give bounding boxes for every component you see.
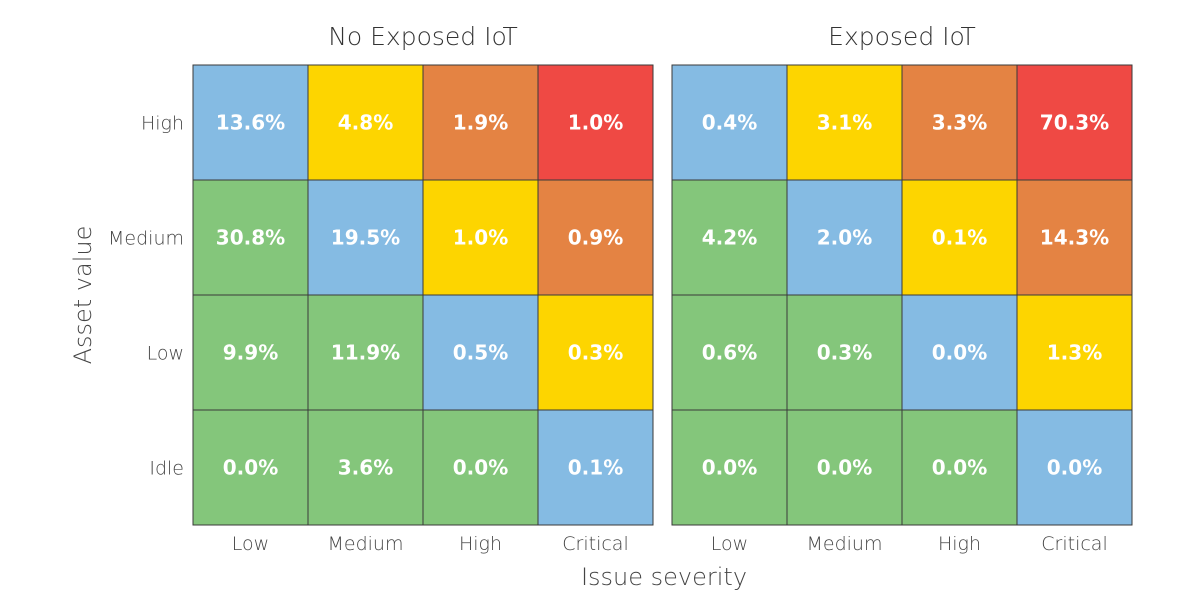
heatmap-cell — [307, 179, 424, 296]
cell-value-label: 0.1% — [932, 226, 987, 250]
heatmap-cell — [1016, 294, 1133, 411]
heatmap-cell — [537, 409, 654, 526]
cell-value-label: 2.0% — [817, 226, 872, 250]
cell-value-label: 0.0% — [223, 456, 278, 480]
x-tick-label: High — [459, 533, 502, 555]
x-tick-label: Low — [711, 533, 748, 555]
cell-value-label: 0.0% — [932, 341, 987, 365]
heatmap-panel: No Exposed IoT 13.6% 4.8% 1.9% 1.0% 30.8% 19.5… — [192, 22, 654, 555]
cell-value-label: 1.9% — [453, 111, 508, 135]
cell-value-label: 11.9% — [331, 341, 400, 365]
cell-value-label: 0.0% — [453, 456, 508, 480]
y-tick-label: Idle — [149, 458, 184, 480]
cell-value-label: 0.4% — [702, 111, 757, 135]
cell-value-label: 0.0% — [702, 456, 757, 480]
y-tick-label: Medium — [108, 228, 184, 250]
cell-value-label: 0.6% — [702, 341, 757, 365]
cell-value-label: 70.3% — [1040, 111, 1109, 135]
heatmap-cell — [786, 179, 903, 296]
cell-value-label: 0.0% — [1047, 456, 1102, 480]
x-tick-label: Critical — [562, 533, 628, 555]
heatmap-cell — [422, 64, 539, 181]
x-tick-label: Low — [232, 533, 269, 555]
heatmap-cell — [1016, 409, 1133, 526]
heatmap-cell — [192, 409, 309, 526]
heatmap-cell — [422, 409, 539, 526]
cell-value-label: 0.3% — [568, 341, 623, 365]
cell-value-label: 30.8% — [216, 226, 285, 250]
x-tick-label: Medium — [807, 533, 883, 555]
heatmap-cell — [671, 64, 788, 181]
cell-value-label: 0.0% — [932, 456, 987, 480]
heatmap-cell — [537, 294, 654, 411]
cell-value-label: 0.0% — [817, 456, 872, 480]
cell-value-label: 1.0% — [453, 226, 508, 250]
heatmap-cell — [671, 409, 788, 526]
y-tick-label: Low — [147, 343, 184, 365]
cell-value-label: 4.2% — [702, 226, 757, 250]
heatmap-cell — [786, 64, 903, 181]
heatmap-cell — [307, 409, 424, 526]
heatmap-cell — [1016, 179, 1133, 296]
x-tick-label: Critical — [1041, 533, 1107, 555]
heatmap-cell — [901, 409, 1018, 526]
x-axis-title: Issue severity — [581, 563, 747, 591]
heatmap-panel: Exposed IoT 0.4% 3.1% 3.3% 70.3% 4.2% 2.0% 0.1%… — [671, 22, 1133, 555]
cell-value-label: 14.3% — [1040, 226, 1109, 250]
x-tick-label: High — [938, 533, 981, 555]
panel-title: Exposed IoT — [828, 22, 976, 51]
heatmap-cell — [537, 179, 654, 296]
heatmap-cell — [901, 294, 1018, 411]
heatmap-cell — [1016, 64, 1133, 181]
cell-value-label: 19.5% — [331, 226, 400, 250]
cell-value-label: 3.3% — [932, 111, 987, 135]
heatmap-cell — [901, 64, 1018, 181]
panels-layer: No Exposed IoT 13.6% 4.8% 1.9% 1.0% 30.8% 19.5… — [108, 22, 1133, 555]
cell-value-label: 13.6% — [216, 111, 285, 135]
cell-value-label: 1.0% — [568, 111, 623, 135]
heatmap-cell — [192, 64, 309, 181]
heatmap-cell — [192, 179, 309, 296]
x-tick-label: Medium — [328, 533, 404, 555]
y-axis-title: Asset value — [69, 226, 97, 365]
heatmap-cell — [671, 179, 788, 296]
panel-title: No Exposed IoT — [328, 22, 518, 51]
cell-value-label: 0.1% — [568, 456, 623, 480]
cell-value-label: 3.1% — [817, 111, 872, 135]
y-tick-label: High — [141, 113, 184, 135]
heatmap-cell — [307, 64, 424, 181]
cell-value-label: 0.9% — [568, 226, 623, 250]
cell-value-label: 4.8% — [338, 111, 393, 135]
cell-value-label: 0.3% — [817, 341, 872, 365]
heatmap-cell — [671, 294, 788, 411]
heatmap-cell — [901, 179, 1018, 296]
y-tick-labels: High Medium Low Idle — [108, 113, 184, 480]
heatmap-cell — [307, 294, 424, 411]
cell-value-label: 3.6% — [338, 456, 393, 480]
heatmap-cell — [537, 64, 654, 181]
cell-value-label: 9.9% — [223, 341, 278, 365]
cell-value-label: 0.5% — [453, 341, 508, 365]
cell-value-label: 1.3% — [1047, 341, 1102, 365]
